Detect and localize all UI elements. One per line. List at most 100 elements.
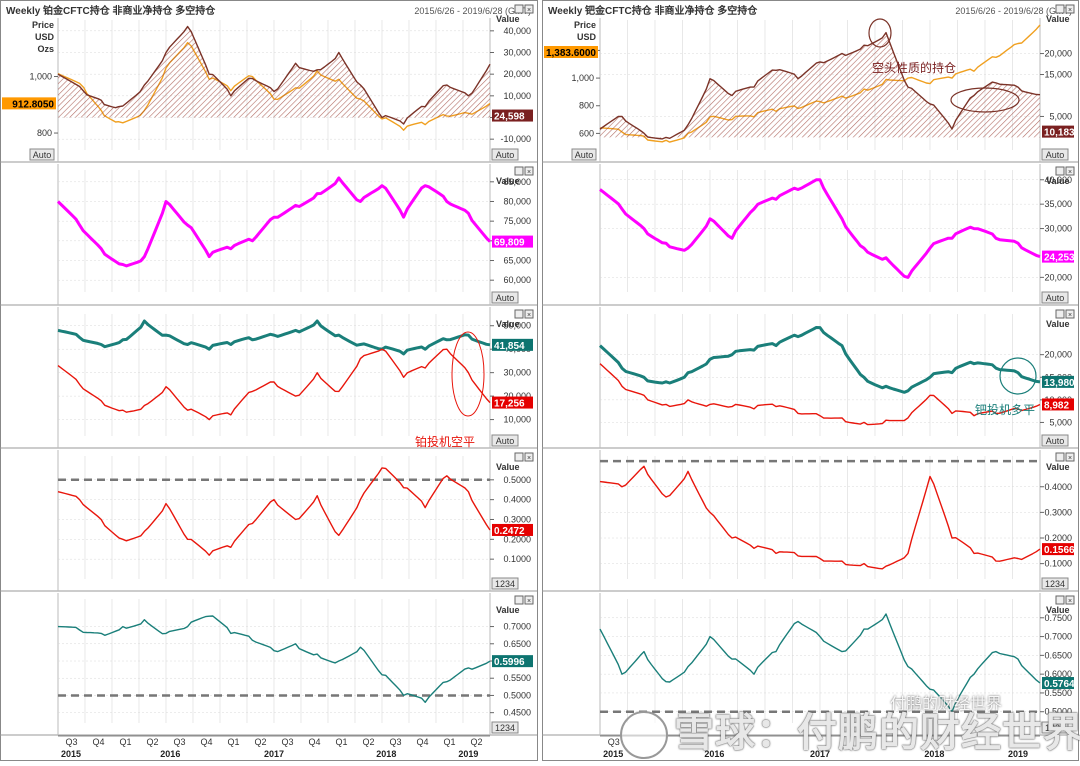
left-tick-label: 800 [37,128,52,138]
value-tag-box [1042,375,1074,388]
right-tick-label: 20,000 [1044,272,1072,282]
right-tick-label: 15,000 [1044,70,1072,80]
right-tick-label: 0.3000 [503,514,531,524]
close-x-glyph: × [1068,455,1072,462]
series-line-teal [57,319,491,356]
auto-scale-label: 1234 [495,723,515,733]
x-year-label: 2015 [603,749,623,759]
annotation-text: 钯投机多平 [975,402,1035,417]
date-range: 2015/6/26 - 2019/6/28 (GMT) [414,6,531,16]
subplot-long_short_positions: Value×20,00015,00010,0005,00013,9808,982… [542,307,1078,449]
right-tick-label: 5,000 [1049,417,1072,427]
right-tick-label: 30,000 [1044,224,1072,234]
right-tick-label: 85,000 [503,177,531,187]
right-tick-label: 30,000 [503,48,531,58]
auto-scale-button [491,291,519,304]
close-button-icon [524,452,534,462]
right-tick-label: 40,000 [1044,175,1072,185]
right-tick-label: 40,000 [503,26,531,36]
left-tick-label: 800 [579,101,594,111]
right-tick-label: 0.4000 [1044,482,1072,492]
right-tick-label: 10,000 [503,415,531,425]
x-axis: Q3 2015 2016 2017 2018 2019 [600,735,1040,759]
close-button-icon [1065,452,1075,462]
right-tick-label: 60,000 [503,275,531,285]
x-year-label: 2016 [160,749,180,759]
x-tick-label: Q3 [608,737,620,747]
auto-scale-button [491,434,519,447]
right-tick-label: 0.1000 [503,554,531,564]
x-year-label: 2015 [61,749,81,759]
right-tick-label: 50,000 [503,321,531,331]
left-tick-label: 600 [579,128,594,138]
chart-title: Weekly 铂金CFTC持仓 非商业净持仓 多空持仓 [6,4,216,17]
right-tick-label: 0.4500 [503,708,531,718]
close-x-glyph: × [1068,169,1072,176]
right-tick-label: 0.5000 [503,475,531,485]
annotation-circle [868,18,892,48]
subplot-long_ratio: Value×0.70000.65000.60000.55000.50000.45… [0,593,537,736]
x-year-label: 2018 [376,749,396,759]
restore-button-icon [1055,595,1065,605]
right-tick-label: 0.7000 [503,622,531,632]
close-button-icon [524,4,534,14]
restore-button-icon [1055,4,1065,14]
value-tag: 41,854 [494,341,525,352]
restore-button-icon [514,595,524,605]
series-line-red [599,465,1041,570]
x-year-label: 2017 [810,749,830,759]
x-tick-label: Q4 [416,737,428,747]
right-axis-label: Value [1046,176,1070,186]
watermark-text: 雪球：付鹏的财经世界 [674,710,1080,756]
x-year-label: 2018 [924,749,944,759]
right-tick-label: 0.4000 [503,495,531,505]
right-tick-label: 0.1000 [1044,559,1072,569]
x-tick-label: Q2 [146,737,158,747]
right-tick-label: 0.5000 [503,690,531,700]
right-axis-label: Value [1046,605,1070,615]
right-tick-label: 0.5500 [1044,688,1072,698]
value-tag: 10,183 [1044,128,1075,139]
close-button-icon [1065,166,1075,176]
series-area-1 [600,32,1040,139]
right-tick-label: 65,000 [503,256,531,266]
auto-scale-label: 1234 [1045,579,1065,589]
left-axis-label: USD [577,32,597,42]
chart-panel-right: Weekly 钯金CFTC持仓 非商业净持仓 多空持仓 2015/6/26 - 2… [542,0,1079,761]
series-line-red [57,467,491,556]
value-tag-box [492,396,533,409]
right-tick-label: 75,000 [503,216,531,226]
right-tick-label: 0.2000 [503,534,531,544]
close-button-icon [524,595,534,605]
series-line-teal [57,615,491,703]
x-tick-label: Q2 [362,737,374,747]
left-auto-button [571,148,597,161]
right-tick-label: 0.3000 [1044,507,1072,517]
right-tick-label: 0.5500 [503,673,531,683]
value-tag: 24,253 [1044,253,1075,264]
annotation-circle [999,357,1037,395]
x-axis: Q3 Q4 Q1 Q2 Q3 Q4 Q1 Q2 Q3 Q4 Q1 Q2 Q3 Q4 Q1 Q2 2015 2016… [58,735,490,759]
auto-scale-label: Auto [496,150,515,160]
x-tick-label: Q3 [173,737,185,747]
close-x-glyph: × [527,455,531,462]
value-tag-box [492,655,533,668]
restore-button-icon [1055,166,1065,176]
value-tag: 69,809 [494,238,525,249]
x-tick-label: Q1 [119,737,131,747]
auto-scale-button [1041,434,1069,447]
right-tick-label: 80,000 [503,196,531,206]
value-tag: 0.5764 [1044,679,1075,690]
value-tag-box [492,235,533,248]
price-tag-box [544,46,598,58]
right-tick-label: 20,000 [503,69,531,79]
left-auto-label: Auto [33,150,52,160]
right-tick-label: 10,000 [503,91,531,101]
close-x-glyph: × [527,169,531,176]
x-tick-label: Q4 [308,737,320,747]
x-tick-label: Q2 [254,737,266,747]
value-tag: 0.5996 [494,657,525,668]
x-tick-label: Q1 [227,737,239,747]
value-tag: 13,980 [1044,378,1075,389]
auto-scale-label: Auto [496,293,515,303]
